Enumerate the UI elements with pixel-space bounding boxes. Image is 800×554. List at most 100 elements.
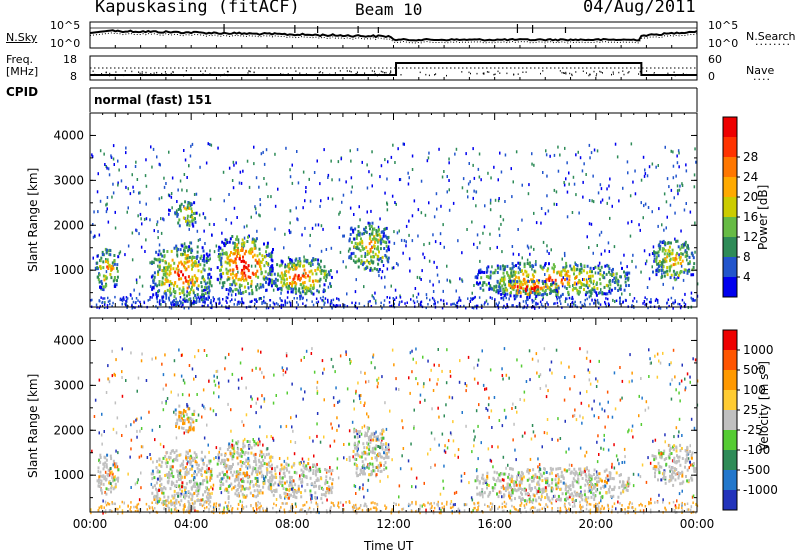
echo-cell — [497, 266, 500, 270]
echo-cell — [353, 407, 355, 411]
echo-cell — [252, 240, 255, 244]
echo-cell — [165, 473, 168, 477]
echo-cell — [237, 491, 240, 495]
echo-cell — [454, 453, 456, 457]
echo-cell — [498, 282, 501, 286]
echo-cell — [110, 154, 112, 158]
echo-cell — [525, 289, 527, 293]
echo-cell — [162, 373, 165, 377]
echo-cell — [199, 502, 202, 506]
echo-cell — [563, 183, 566, 187]
echo-cell — [222, 271, 225, 275]
echo-cell — [516, 358, 518, 362]
echo-cell — [241, 484, 244, 488]
echo-cell — [253, 298, 256, 301]
echo-cell — [93, 415, 96, 418]
echo-cell — [608, 250, 611, 253]
echo-cell — [149, 453, 151, 456]
echo-cell — [276, 263, 279, 267]
echo-cell — [208, 253, 211, 257]
echo-cell — [394, 288, 397, 292]
echo-cell — [327, 285, 330, 289]
echo-cell — [157, 272, 160, 276]
echo-cell — [387, 475, 389, 479]
echo-cell — [495, 290, 498, 294]
echo-cell — [226, 278, 228, 282]
echo-cell — [693, 426, 696, 430]
echo-cell — [336, 416, 338, 420]
echo-cell — [310, 291, 313, 295]
echo-cell — [252, 438, 254, 441]
echo-cell — [189, 290, 192, 294]
echo-cell — [680, 252, 683, 256]
echo-cell — [304, 275, 307, 279]
echo-cell — [99, 456, 102, 459]
echo-cell — [469, 300, 472, 303]
echo-cell — [247, 264, 250, 268]
echo-cell — [669, 382, 672, 386]
echo-cell — [218, 302, 220, 305]
echo-cell — [473, 176, 476, 180]
echo-cell — [102, 467, 105, 471]
echo-cell — [420, 300, 423, 303]
echo-cell — [348, 255, 351, 259]
echo-cell — [175, 498, 178, 502]
echo-cell — [600, 265, 603, 269]
echo-cell — [446, 278, 448, 282]
echo-cell — [677, 434, 680, 438]
echo-cell — [394, 201, 396, 204]
nave-point — [461, 71, 463, 73]
echo-cell — [201, 403, 204, 407]
echo-cell — [422, 355, 424, 359]
echo-cell — [219, 461, 222, 465]
echo-cell — [502, 288, 505, 292]
echo-cell — [680, 379, 683, 383]
echo-cell — [533, 163, 535, 167]
echo-cell — [366, 488, 369, 492]
echo-cell — [694, 358, 697, 362]
echo-cell — [444, 450, 447, 454]
echo-cell — [553, 282, 556, 286]
nave-point — [171, 74, 173, 76]
echo-cell — [581, 169, 584, 173]
echo-cell — [476, 281, 478, 285]
echo-cell — [144, 174, 147, 178]
echo-cell — [197, 485, 199, 489]
echo-cell — [222, 170, 225, 174]
nave-point — [612, 71, 614, 73]
echo-cell — [371, 227, 374, 231]
echo-cell — [343, 456, 345, 460]
echo-cell — [617, 500, 619, 504]
echo-cell — [376, 245, 379, 249]
echo-cell — [322, 269, 325, 273]
echo-cell — [491, 296, 493, 300]
echo-cell — [438, 363, 440, 367]
echo-cell — [260, 271, 263, 275]
echo-cell — [349, 361, 351, 365]
echo-cell — [166, 504, 169, 508]
echo-cell — [245, 494, 248, 498]
echo-cell — [251, 250, 254, 253]
echo-cell — [133, 420, 135, 424]
echo-cell — [646, 286, 649, 289]
echo-cell — [534, 291, 537, 295]
echo-cell — [579, 301, 582, 304]
echo-cell — [314, 269, 317, 272]
echo-cell — [231, 298, 233, 301]
echo-cell — [436, 273, 439, 277]
echo-cell — [611, 204, 613, 208]
echo-cell — [599, 282, 602, 286]
echo-cell — [391, 348, 394, 352]
echo-cell — [161, 491, 164, 495]
echo-cell — [693, 262, 696, 266]
echo-cell — [136, 389, 138, 393]
echo-cell — [379, 217, 381, 221]
echo-cell — [305, 289, 308, 293]
echo-cell — [365, 266, 367, 270]
echo-cell — [250, 404, 252, 408]
echo-cell — [694, 299, 697, 302]
echo-cell — [105, 258, 107, 261]
echo-cell — [192, 291, 195, 295]
echo-cell — [301, 274, 304, 278]
echo-cell — [693, 185, 696, 189]
